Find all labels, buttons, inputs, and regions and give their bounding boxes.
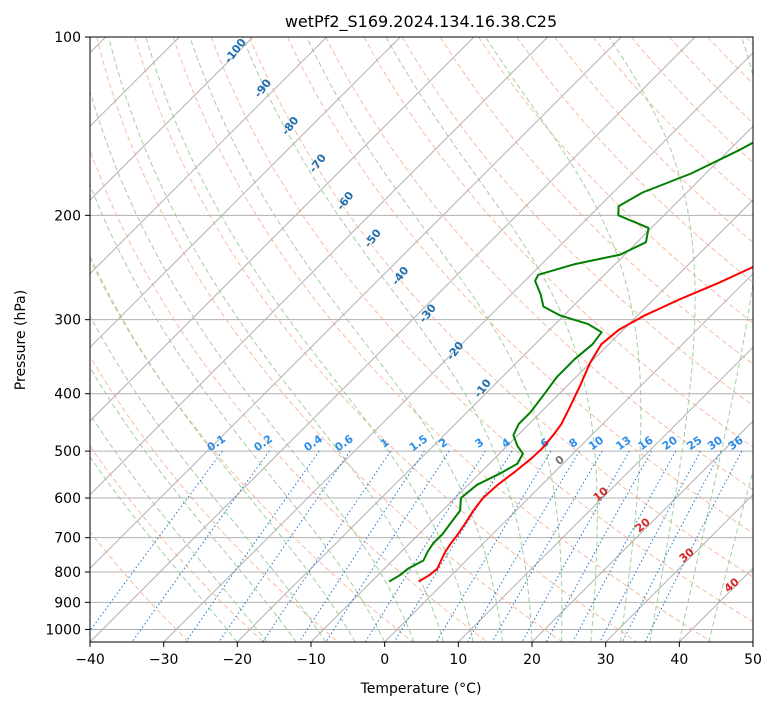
isotherm-line — [90, 37, 475, 422]
moist-adiabat-line — [108, 37, 445, 642]
dry-adiabat-line — [90, 355, 339, 642]
isotherm-line — [90, 37, 622, 570]
dry-adiabat-line — [249, 37, 753, 578]
moist-adiabat-line — [385, 37, 598, 642]
dry-adiabat-line — [325, 37, 753, 491]
mixing-ratio-line — [621, 450, 722, 642]
y-tick-label: 100 — [54, 30, 81, 46]
mixing-ratio-line — [599, 450, 701, 642]
dry-adiabat-line — [90, 258, 414, 642]
mixing-ratio-line — [131, 450, 270, 642]
isotherm-line — [310, 199, 753, 642]
moist-adiabat-line — [90, 366, 297, 642]
y-tick-label: 400 — [54, 387, 81, 403]
x-tick-label: −40 — [75, 652, 105, 668]
y-axis-ticks: 1000 900 800 700 600 500 400 300 200 100 — [45, 30, 90, 638]
x-tick-label: −30 — [149, 652, 179, 668]
y-tick-label: 700 — [54, 531, 81, 547]
dry-adiabat-line — [630, 37, 753, 164]
moist-adiabat-line — [90, 255, 356, 642]
moist-adiabat-line — [242, 37, 533, 642]
dry-adiabat-line — [172, 37, 712, 642]
mixing-ratio-line — [572, 450, 677, 642]
dry-adiabat-line — [363, 37, 753, 448]
sounding-profiles — [388, 141, 753, 583]
isotherm-line — [236, 125, 753, 642]
x-tick-label: 30 — [597, 652, 615, 668]
moist-adiabat-line — [145, 37, 474, 642]
isotherm-line — [531, 420, 753, 642]
x-tick-label: 40 — [670, 652, 688, 668]
isotherm-line — [90, 37, 696, 642]
isotherm-line — [384, 272, 753, 642]
y-tick-label: 200 — [54, 208, 81, 224]
x-tick-label: −10 — [296, 652, 326, 668]
mixing-ratio-line — [545, 450, 653, 642]
moist-adiabat-line — [485, 37, 642, 642]
y-tick-label: 1000 — [45, 622, 81, 638]
moist-adiabat-line — [90, 89, 415, 642]
y-tick-label: 500 — [54, 444, 81, 460]
dry-adiabat-line — [554, 37, 753, 243]
mixing-ratio-line — [393, 450, 513, 642]
mixing-ratio-line — [218, 450, 351, 642]
dry-adiabat-line — [287, 37, 753, 534]
dry-adiabat-line — [90, 445, 264, 642]
y-tick-label: 800 — [54, 565, 81, 581]
x-tick-label: −20 — [223, 652, 253, 668]
moist-adiabat-line — [90, 455, 238, 642]
background-lines — [90, 37, 753, 642]
moist-adiabat-line — [90, 413, 268, 642]
isotherm-line — [90, 37, 328, 275]
x-axis-ticks: −40 −30 −20 −10 0 10 20 30 40 50 — [75, 642, 762, 668]
y-tick-label: 300 — [54, 313, 81, 329]
y-tick-label: 600 — [54, 491, 81, 507]
moist-adiabat-line — [90, 183, 386, 642]
moist-adiabat-line — [189, 37, 503, 642]
x-tick-label: 10 — [449, 652, 467, 668]
y-tick-label: 900 — [54, 595, 81, 611]
mixing-ratio-line — [185, 450, 320, 642]
mixing-ratio-line — [521, 450, 630, 642]
x-tick-label: 0 — [380, 652, 389, 668]
moist-adiabat-line — [608, 37, 696, 642]
x-axis-label: Temperature (°C) — [360, 681, 482, 697]
dry-adiabat-line — [401, 37, 753, 406]
plot-frame — [89, 36, 754, 643]
dry-adiabat-line — [96, 37, 563, 642]
isotherm-line — [90, 37, 254, 201]
moist-adiabat-line — [708, 469, 753, 642]
chart-title: wetPf2_S169.2024.134.16.38.C25 — [285, 12, 557, 32]
moist-adiabat-line — [90, 314, 327, 642]
x-tick-label: 20 — [523, 652, 541, 668]
y-axis-label: Pressure (hPa) — [13, 290, 29, 390]
mixing-ratio-line — [491, 450, 603, 642]
mixing-ratio-line — [435, 450, 552, 642]
dry-adiabat-line — [516, 37, 753, 284]
moist-adiabat-line — [306, 37, 563, 642]
dry-adiabat-line — [439, 37, 753, 365]
isotherm-line — [605, 493, 753, 642]
temperature-profile-line — [418, 265, 753, 583]
mixing-ratio-line — [364, 450, 486, 642]
isotherm-line — [90, 37, 549, 496]
isotherm-line — [163, 51, 753, 642]
x-tick-label: 50 — [744, 652, 762, 668]
dewpoint-profile-line — [388, 141, 753, 583]
mixing-ratio-line — [467, 450, 580, 642]
dry-adiabat-line — [134, 37, 638, 642]
dry-adiabat-line — [210, 37, 753, 623]
